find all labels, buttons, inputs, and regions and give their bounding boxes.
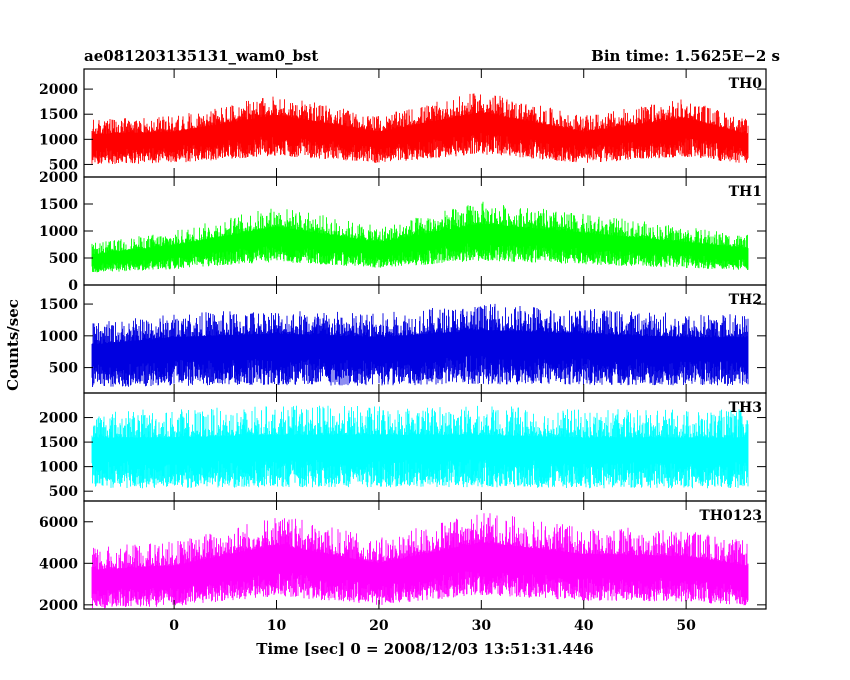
panel-th0123: 2000 4000 6000 TH0123 xyxy=(39,500,767,614)
x-tick-label: 10 xyxy=(267,618,287,634)
panel-label: TH1 xyxy=(729,184,762,200)
panels-group: 500 1000 1500 2000 TH0 0 500 1000 1500 2000 TH1 500… xyxy=(39,68,767,614)
panel-th3: 500 1000 1500 2000 TH3 xyxy=(39,392,767,502)
y-tick-label: 1500 xyxy=(39,435,78,451)
y-tick-label: 1500 xyxy=(39,197,78,213)
panel-label: TH2 xyxy=(729,292,762,308)
y-axis-label: Counts/sec xyxy=(4,299,22,391)
y-tick-label: 500 xyxy=(49,157,78,173)
x-tick-label: 20 xyxy=(369,618,389,634)
panel-frame xyxy=(83,500,767,610)
signal-th2 xyxy=(91,303,749,387)
x-tick-label: 40 xyxy=(574,618,594,634)
y-tick-label: 1000 xyxy=(39,329,78,345)
y-tick-label: 1000 xyxy=(39,460,78,476)
y-tick-label: 4000 xyxy=(39,556,78,572)
y-tick-label: 2000 xyxy=(39,170,78,186)
panel-label: TH3 xyxy=(729,400,762,416)
bin-time-label: Bin time: 1.5625E−2 s xyxy=(591,47,780,65)
y-tick-label: 500 xyxy=(49,251,78,267)
y-tick-label: 500 xyxy=(49,484,78,500)
y-tick-label: 1000 xyxy=(39,132,78,148)
y-tick-label: 6000 xyxy=(39,515,78,531)
y-tick-label: 1500 xyxy=(39,297,78,313)
panel-th1: 0 500 1000 1500 2000 TH1 xyxy=(39,170,767,294)
signal-th0 xyxy=(91,93,749,164)
y-tick-label: 0 xyxy=(68,278,78,294)
panel-label: TH0123 xyxy=(699,508,762,524)
signal-th0123 xyxy=(91,513,749,609)
panel-th0: 500 1000 1500 2000 TH0 xyxy=(39,68,767,178)
x-axis-label: Time [sec] 0 = 2008/12/03 13:51:31.446 xyxy=(256,640,593,658)
panel-th2: 500 1000 1500 TH2 xyxy=(39,284,767,394)
x-tick-label: 30 xyxy=(472,618,492,634)
plot-title: ae081203135131_wam0_bst xyxy=(84,47,318,65)
panel-label: TH0 xyxy=(729,76,763,92)
y-tick-label: 2000 xyxy=(39,82,78,98)
y-tick-label: 1500 xyxy=(39,107,78,123)
signal-th3 xyxy=(91,405,749,489)
y-tick-label: 1000 xyxy=(39,224,78,240)
x-tick-label: 0 xyxy=(169,618,179,634)
y-tick-label: 2000 xyxy=(39,411,78,427)
y-tick-label: 2000 xyxy=(39,598,78,614)
x-axis: 0 10 20 30 40 50 xyxy=(169,618,696,634)
y-tick-label: 500 xyxy=(49,361,78,377)
x-tick-label: 50 xyxy=(676,618,696,634)
signal-th1 xyxy=(91,201,749,273)
